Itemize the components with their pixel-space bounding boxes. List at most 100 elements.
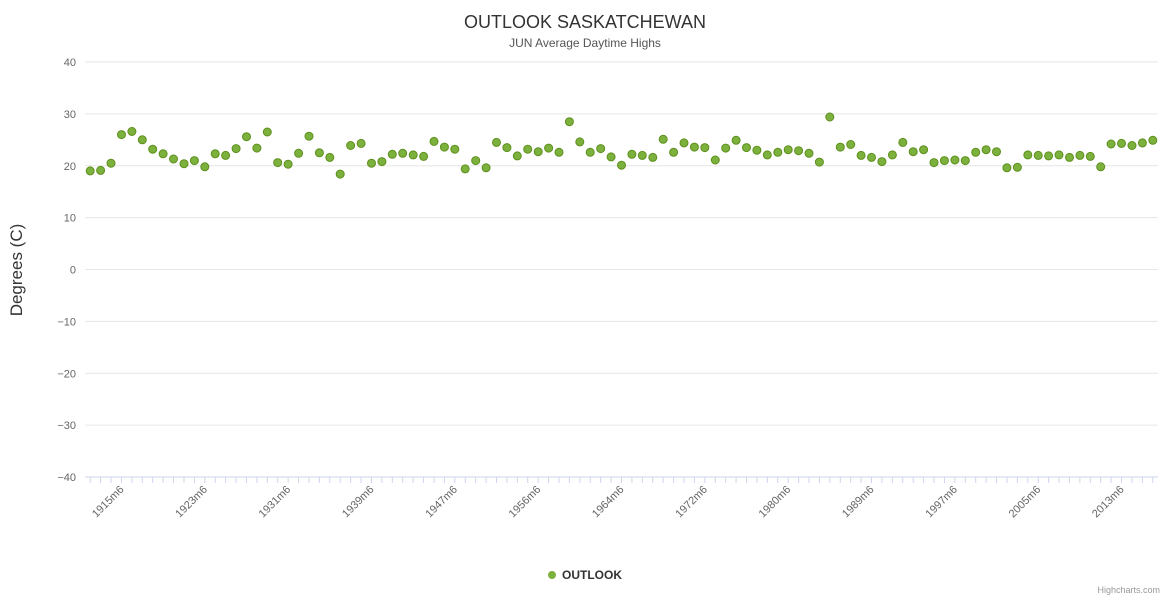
data-point[interactable] <box>471 156 481 166</box>
data-point[interactable] <box>1023 150 1033 160</box>
data-point[interactable] <box>877 157 887 167</box>
data-point[interactable] <box>1085 151 1095 161</box>
data-point[interactable] <box>794 146 804 156</box>
data-point[interactable] <box>106 158 116 168</box>
data-point[interactable] <box>335 169 345 179</box>
data-point[interactable] <box>981 145 991 155</box>
data-point[interactable] <box>294 148 304 158</box>
data-point[interactable] <box>773 147 783 157</box>
data-point[interactable] <box>127 127 137 136</box>
data-point[interactable] <box>1137 138 1147 148</box>
data-point[interactable] <box>481 163 491 173</box>
data-point[interactable] <box>158 149 168 159</box>
data-point[interactable] <box>1148 135 1158 145</box>
data-point[interactable] <box>710 155 720 165</box>
data-point[interactable] <box>1075 150 1085 160</box>
data-point[interactable] <box>1012 162 1022 172</box>
data-point[interactable] <box>658 134 668 144</box>
data-point[interactable] <box>596 144 606 154</box>
data-point[interactable] <box>137 135 147 145</box>
data-point[interactable] <box>304 131 314 141</box>
data-point[interactable] <box>752 145 762 155</box>
data-point[interactable] <box>429 136 439 146</box>
data-point[interactable] <box>627 149 637 159</box>
data-point[interactable] <box>575 137 585 147</box>
data-point[interactable] <box>1127 141 1137 150</box>
data-point[interactable] <box>606 152 616 162</box>
data-point[interactable] <box>314 148 324 158</box>
data-point[interactable] <box>950 155 960 165</box>
data-point[interactable] <box>460 164 470 174</box>
data-point[interactable] <box>700 143 710 153</box>
data-point[interactable] <box>492 137 501 147</box>
data-point[interactable] <box>377 157 387 167</box>
data-point[interactable] <box>939 156 949 166</box>
data-point[interactable] <box>648 152 658 162</box>
data-point[interactable] <box>898 137 908 147</box>
data-point[interactable] <box>148 144 158 154</box>
data-point[interactable] <box>867 152 876 162</box>
data-point[interactable] <box>179 159 189 169</box>
data-point[interactable] <box>1096 162 1106 172</box>
data-point[interactable] <box>783 145 793 155</box>
data-point[interactable] <box>992 147 1001 157</box>
data-point[interactable] <box>96 165 106 175</box>
data-point[interactable] <box>189 156 199 166</box>
data-point[interactable] <box>742 143 751 153</box>
data-point[interactable] <box>762 150 772 160</box>
data-point[interactable] <box>439 142 449 152</box>
data-point[interactable] <box>408 150 418 160</box>
data-point[interactable] <box>450 144 460 154</box>
highcharts-credits-link[interactable]: Highcharts.com <box>1097 585 1160 595</box>
data-point[interactable] <box>960 156 970 166</box>
data-point[interactable] <box>85 166 95 176</box>
data-point[interactable] <box>262 127 272 137</box>
data-point[interactable] <box>325 152 335 162</box>
legend-item-outlook[interactable]: OUTLOOK <box>548 568 622 582</box>
data-point[interactable] <box>887 150 897 160</box>
data-point[interactable] <box>721 143 731 153</box>
data-point[interactable] <box>523 144 533 154</box>
data-point[interactable] <box>846 140 856 149</box>
data-point[interactable] <box>554 147 564 157</box>
data-point[interactable] <box>231 144 241 154</box>
data-point[interactable] <box>689 142 699 152</box>
data-point[interactable] <box>544 143 554 153</box>
data-point[interactable] <box>908 147 918 157</box>
data-point[interactable] <box>1065 152 1074 162</box>
data-point[interactable] <box>117 130 126 140</box>
data-point[interactable] <box>856 150 866 160</box>
data-point[interactable] <box>169 154 178 164</box>
data-point[interactable] <box>585 147 595 157</box>
data-point[interactable] <box>210 149 220 159</box>
data-point[interactable] <box>398 148 408 158</box>
data-point[interactable] <box>929 158 939 168</box>
data-point[interactable] <box>669 147 679 157</box>
data-point[interactable] <box>367 158 376 168</box>
data-point[interactable] <box>533 147 543 157</box>
data-point[interactable] <box>804 148 814 158</box>
data-point[interactable] <box>356 138 366 148</box>
data-point[interactable] <box>825 112 835 122</box>
data-point[interactable] <box>617 160 626 170</box>
data-point[interactable] <box>835 142 845 152</box>
data-point[interactable] <box>200 162 210 172</box>
data-point[interactable] <box>273 158 283 168</box>
data-point[interactable] <box>512 151 522 161</box>
data-point[interactable] <box>502 143 512 153</box>
data-point[interactable] <box>814 157 824 167</box>
data-point[interactable] <box>637 150 647 160</box>
data-point[interactable] <box>1106 139 1116 149</box>
data-point[interactable] <box>1033 150 1043 160</box>
data-point[interactable] <box>346 141 356 150</box>
data-point[interactable] <box>1054 150 1064 160</box>
data-point[interactable] <box>1117 138 1126 148</box>
data-point[interactable] <box>221 150 231 160</box>
data-point[interactable] <box>679 138 689 148</box>
data-point[interactable] <box>919 145 929 155</box>
data-point[interactable] <box>564 117 574 127</box>
data-point[interactable] <box>971 147 981 157</box>
data-point[interactable] <box>1002 163 1012 173</box>
data-point[interactable] <box>387 149 397 159</box>
data-point[interactable] <box>1044 151 1054 161</box>
